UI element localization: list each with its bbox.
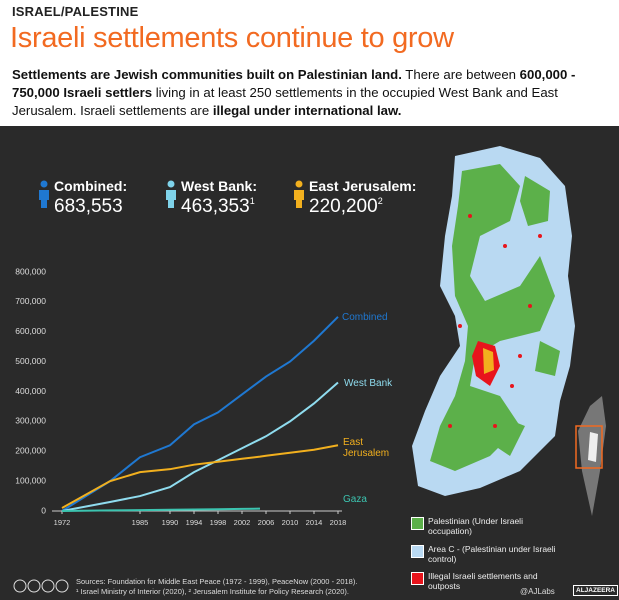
brand: ALJAZEERA [573, 585, 619, 596]
x-tick-label: 2018 [330, 518, 347, 527]
area-ab [495, 176, 560, 456]
intro-segment: living in at least 250 settlements in th… [12, 85, 558, 118]
stat-number: 683,553 [54, 196, 123, 217]
stat: Combined: 683,553 [38, 178, 127, 218]
x-tick-label: 1985 [132, 518, 149, 527]
person-icon [294, 180, 304, 208]
source-line: Sources: Foundation for Middle East Peac… [76, 577, 358, 586]
intro-segment: There are between [401, 67, 520, 82]
legend-swatch [411, 517, 424, 530]
person-icon [166, 180, 176, 208]
stat-value: 220,2002 [293, 196, 416, 218]
x-tick-label: 2014 [306, 518, 323, 527]
stat-value: 463,3531 [165, 196, 257, 218]
series-line [61, 316, 339, 512]
legend-item: Palestinian (Under Israeli occupation) [411, 516, 558, 536]
x-tick-label: 2010 [282, 518, 299, 527]
stat-note: 1 [249, 196, 255, 206]
area-ab [430, 164, 555, 471]
series-label: East Jerusalem [343, 437, 390, 459]
legend-swatch [411, 572, 424, 585]
stat-number: 463,353 [181, 196, 250, 217]
person-icon [39, 180, 49, 208]
settlements [448, 214, 542, 428]
y-tick-label: 400,000 [15, 386, 46, 396]
title: Israeli settlements continue to grow [10, 22, 454, 54]
legend-item: Illegal Israeli settlements and outposts [411, 571, 558, 591]
y-tick-label: 200,000 [15, 446, 46, 456]
series-line [61, 507, 261, 512]
series-label: West Bank [344, 378, 393, 389]
jerusalem-core [483, 348, 494, 374]
x-tick-label: 2006 [258, 518, 275, 527]
x-tick-label: 1972 [54, 518, 71, 527]
legend-label: Palestinian (Under Israeli occupation) [428, 516, 523, 536]
y-tick-label: 800,000 [15, 266, 46, 276]
x-tick-label: 1998 [210, 518, 227, 527]
kicker: ISRAEL/PALESTINE [12, 4, 139, 19]
legend-swatch [411, 545, 424, 558]
series-line [61, 381, 339, 512]
stat-label: Combined: [54, 178, 128, 194]
stat: West Bank: 463,3531 [165, 178, 257, 218]
legend-label: Area C - (Palestinian under Israeli cont… [428, 544, 556, 564]
stat-value: 683,553 [38, 196, 127, 218]
series-line [61, 444, 339, 509]
intro-segment: 600,000 - 750,000 Israeli settlers [12, 67, 576, 100]
intro-segment: illegal under international law. [212, 103, 402, 118]
y-tick-label: 0 [41, 505, 46, 515]
series-label: Combined [342, 312, 388, 323]
credit: @AJLabs [520, 587, 555, 596]
y-tick-label: 100,000 [15, 475, 46, 485]
stat-number: 220,200 [309, 196, 378, 217]
series-label: Gaza [343, 494, 367, 505]
stat: East Jerusalem: 220,2002 [293, 178, 416, 218]
chart: 0 100,000 200,000 300,000 400,000 500,000 600,… [13, 146, 606, 593]
y-tick-label: 700,000 [15, 296, 46, 306]
y-tick-label: 300,000 [15, 416, 46, 426]
inset-box [575, 425, 603, 469]
stat-label: East Jerusalem: [309, 178, 417, 194]
x-tick-label: 1990 [162, 518, 179, 527]
legend-label: Illegal Israeli settlements and outposts [428, 571, 538, 591]
y-tick-label: 600,000 [15, 326, 46, 336]
x-tick-label: 2002 [234, 518, 251, 527]
stat-note: 2 [377, 196, 383, 206]
intro-segment: Settlements are Jewish communities built… [12, 67, 402, 82]
inset-wb [588, 432, 598, 462]
legend-item: Area C - (Palestinian under Israeli cont… [411, 544, 558, 564]
map [412, 146, 606, 516]
intro: Settlements are Jewish communities built… [12, 66, 602, 120]
cc-icons [13, 579, 69, 593]
x-tick-label: 1994 [186, 518, 203, 527]
stat-label: West Bank: [181, 178, 257, 194]
y-tick-label: 500,000 [15, 356, 46, 366]
source-line: ¹ Israel Ministry of Interior (2020), ² … [76, 587, 350, 596]
sources: Sources: Foundation for Middle East Peac… [76, 577, 357, 597]
